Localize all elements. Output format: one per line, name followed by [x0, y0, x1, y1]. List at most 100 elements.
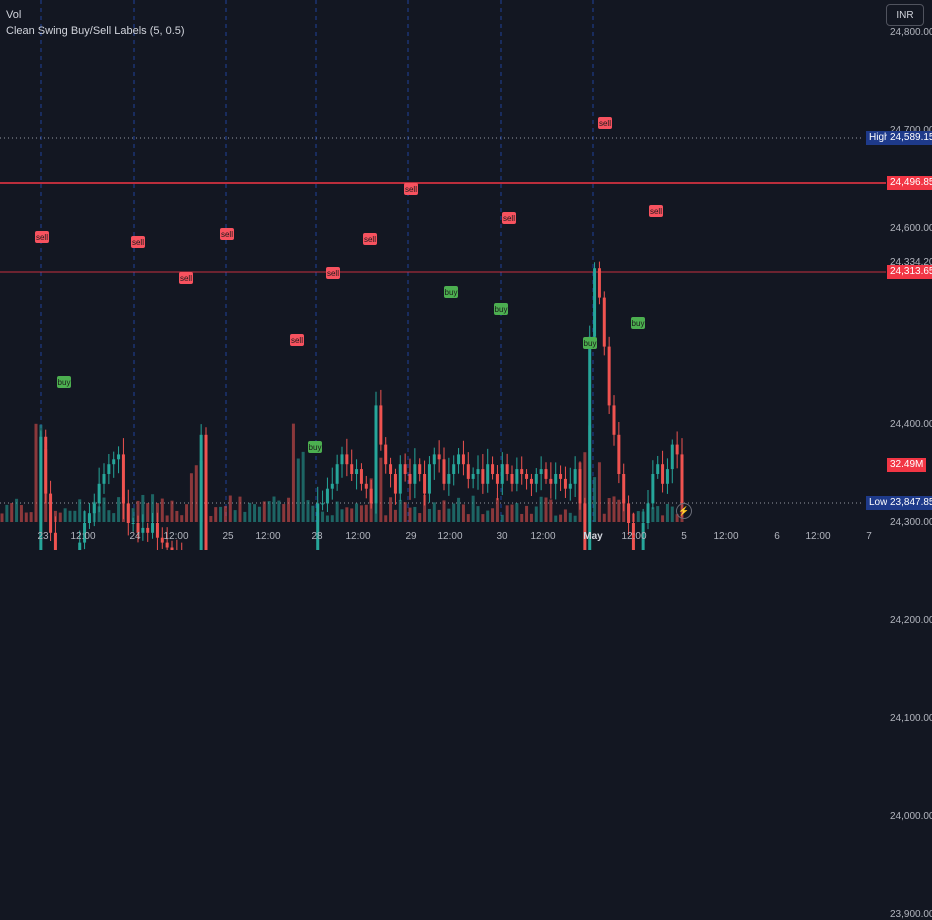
volume-bar: [374, 448, 378, 522]
volume-bar: [102, 497, 106, 522]
candle-body: [413, 464, 417, 484]
volume-bar: [165, 515, 169, 522]
candle-body: [622, 474, 626, 504]
sell-signal-text: sell: [36, 233, 48, 242]
volume-bar: [505, 505, 509, 522]
volume-bar: [559, 514, 563, 522]
candle-body: [461, 454, 465, 465]
candle-body: [447, 474, 451, 484]
time-tick-label: 29: [405, 531, 417, 542]
sell-signal-label: [598, 117, 612, 129]
volume-bar: [646, 506, 650, 522]
volume-bar: [583, 452, 587, 522]
volume-bar: [437, 509, 441, 522]
buy-signal-text: buy: [495, 305, 508, 314]
volume-bar: [97, 506, 101, 522]
candle-body: [102, 474, 106, 484]
candle-body: [495, 474, 499, 484]
volume-bar: [131, 508, 135, 522]
time-tick-label: 12:00: [70, 531, 96, 542]
candle-body: [529, 478, 533, 484]
candle-body: [335, 464, 339, 484]
sell-signal-label: [290, 334, 304, 346]
price-chart[interactable]: sell sell sell sell sell sell sell sell sell sell…: [0, 0, 932, 550]
volume-bar: [170, 500, 174, 522]
volume-bar: [146, 503, 150, 522]
volume-bar: [350, 508, 354, 522]
candle-body: [355, 469, 359, 474]
volume-bar: [403, 502, 407, 522]
volume-bar: [597, 462, 601, 522]
candle-body: [321, 503, 325, 505]
volume-bar: [675, 514, 679, 522]
volume-bar: [19, 505, 23, 522]
time-tick-label: 12:00: [530, 531, 556, 542]
candle-body: [117, 454, 121, 460]
volume-bar: [209, 515, 213, 522]
volume-bar: [83, 511, 87, 522]
candle-body: [146, 527, 150, 533]
candle-body: [389, 464, 393, 474]
volume-bar: [15, 498, 19, 522]
volume-bar: [282, 504, 286, 522]
buy-signal-text: buy: [58, 378, 71, 387]
sell-signal-text: sell: [291, 336, 303, 345]
candle-body: [393, 474, 397, 494]
volume-bar: [180, 515, 184, 522]
volume-bar: [44, 448, 48, 522]
resistance-value-tag: 24,496.85: [887, 176, 932, 190]
candle-body: [170, 547, 174, 550]
volume-bar: [199, 460, 203, 522]
volume-bar: [568, 512, 572, 522]
volume-bar: [641, 511, 645, 522]
volume-bar: [73, 510, 77, 522]
candle-body: [452, 464, 456, 474]
volume-bar: [636, 511, 640, 522]
volume-bar: [316, 512, 320, 522]
volume-bar: [0, 513, 4, 522]
candle-body: [612, 405, 616, 435]
volume-bar: [481, 514, 485, 522]
volume-bar: [34, 423, 38, 522]
sell-signal-label: [35, 231, 49, 243]
candle-body: [364, 483, 368, 489]
candle-body: [607, 346, 611, 406]
indicator-legend[interactable]: Clean Swing Buy/Sell Labels (5, 0.5): [6, 25, 185, 37]
volume-bar: [461, 504, 465, 522]
volume-bar: [29, 512, 33, 522]
candle-body: [151, 523, 155, 533]
volume-bar: [126, 503, 130, 522]
volume-bar: [515, 503, 519, 522]
volume-bar: [92, 501, 96, 522]
volume-bar: [68, 510, 72, 522]
lightning-icon[interactable]: ⚡: [676, 503, 692, 519]
volume-bar: [117, 497, 121, 522]
candle-body: [160, 537, 164, 543]
volume-legend[interactable]: Vol: [6, 9, 22, 21]
candle-body: [457, 454, 461, 465]
candle-body: [597, 268, 601, 298]
candle-body: [107, 464, 111, 474]
sell-signal-text: sell: [405, 185, 417, 194]
volume-bar: [471, 495, 475, 522]
time-tick-label: 12:00: [163, 531, 189, 542]
time-tick-label: 12:00: [621, 531, 647, 542]
currency-button[interactable]: INR: [886, 4, 924, 26]
volume-bar: [413, 506, 417, 522]
volume-bar: [457, 497, 461, 522]
candle-body: [665, 469, 669, 484]
candle-body: [651, 474, 655, 504]
volume-bar: [359, 505, 363, 522]
volume-bar: [607, 498, 611, 522]
volume-bar: [529, 513, 533, 522]
volume-bar: [510, 504, 514, 522]
time-tick-label: 7: [866, 531, 872, 542]
volume-bar: [369, 478, 373, 522]
volume-bar: [151, 494, 155, 522]
candle-body: [141, 527, 145, 533]
volume-bar: [534, 506, 538, 522]
price-tick-label: 24,100.00: [890, 713, 932, 724]
candle-body: [583, 503, 587, 550]
sell-signal-label: [649, 205, 663, 217]
volume-bar: [257, 506, 261, 522]
